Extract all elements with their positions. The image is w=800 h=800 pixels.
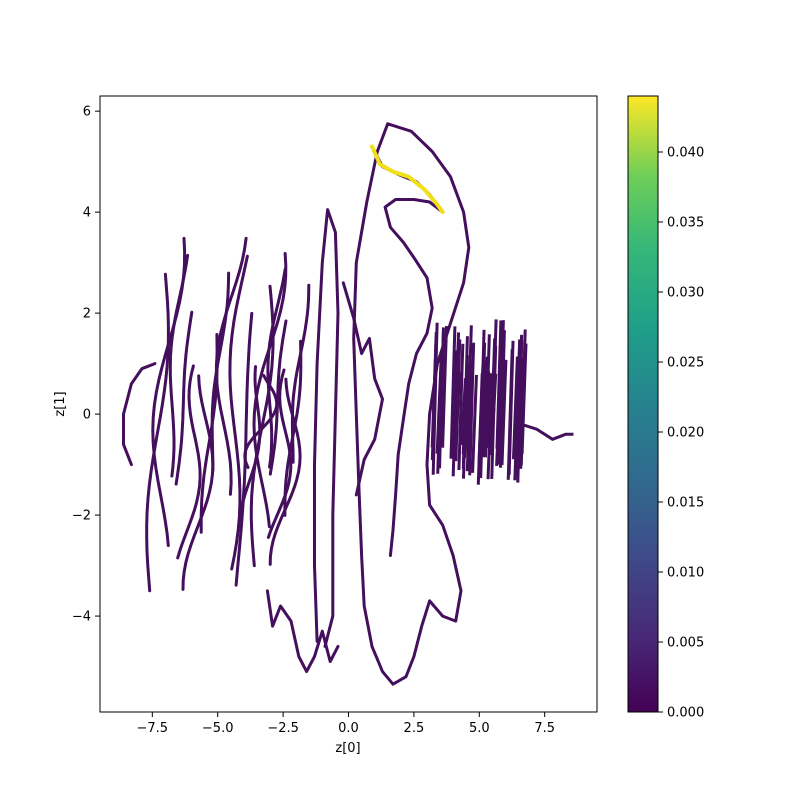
left-bands-band-11 — [234, 311, 254, 587]
cluster-strand — [486, 373, 494, 480]
y-axis-label: z[1] — [53, 391, 68, 416]
cluster-strand — [430, 332, 438, 460]
cluster-strand — [441, 326, 449, 448]
y-tick-label: 6 — [83, 105, 91, 120]
cluster-strand — [449, 326, 457, 459]
cluster-strand — [457, 343, 465, 471]
x-tick-label: −2.5 — [267, 721, 299, 736]
central-spike — [313, 208, 340, 648]
y-tick-label: 2 — [83, 307, 91, 322]
colorbar-axis: 0.000 0.005 0.010 0.015 0.020 0.025 0.030 0.035… — [658, 146, 704, 721]
cluster-strand — [498, 330, 506, 468]
central-loop — [352, 122, 471, 686]
cluster-strand — [479, 359, 487, 465]
upper-fringe — [341, 281, 384, 497]
x-tick-label: 2.5 — [404, 721, 425, 736]
left-bands-band-1 — [145, 272, 170, 593]
cluster-strand — [490, 373, 498, 450]
x-tick-label: −7.5 — [137, 721, 169, 736]
inner-curve — [370, 145, 445, 557]
y-tick-label: −4 — [72, 610, 91, 625]
cluster-strand — [511, 356, 519, 460]
left-bands-band-2 — [151, 236, 187, 547]
y-tick-label: −2 — [72, 509, 91, 524]
right-tail — [520, 422, 574, 441]
cluster-strand — [465, 325, 473, 449]
left-bands-band-4 — [174, 310, 194, 486]
left-bands-band-5 — [176, 364, 202, 560]
left-arc — [122, 362, 157, 467]
cluster-strand — [515, 376, 523, 478]
mid-bands-band-3 — [266, 267, 287, 469]
cluster-strand — [468, 342, 476, 476]
cluster-strand — [454, 371, 462, 456]
cluster-strand — [483, 334, 491, 458]
plot-area — [122, 122, 574, 686]
lower-lobes — [265, 589, 340, 674]
cluster-strand — [477, 364, 485, 463]
x-tick-label: 0.0 — [338, 721, 359, 736]
y-tick-label: 0 — [83, 408, 91, 423]
colorbar-tick-label: 0.040 — [667, 146, 704, 161]
x-tick-label: −5.0 — [202, 721, 234, 736]
left-bands-band-6 — [181, 374, 215, 591]
cluster-strand — [471, 374, 478, 473]
cluster-strand — [514, 339, 522, 463]
colorbar — [627, 95, 659, 713]
left-bands-band-9 — [214, 236, 248, 496]
left-bands-band-10 — [228, 254, 249, 571]
colorbar-tick-label: 0.015 — [667, 496, 704, 511]
colorbar-tick-label: 0.005 — [667, 636, 704, 651]
mid-bands-band-4 — [268, 319, 288, 476]
left-bands-band-13 — [243, 374, 279, 469]
colorbar-tick-label: 0.000 — [667, 706, 704, 721]
mid-bands-band-6 — [268, 377, 302, 566]
x-axis: −7.5 −5.0 −2.5 0.0 2.5 5.0 7.5 — [137, 712, 555, 736]
left-bands-band-3 — [168, 253, 190, 478]
x-tick-label: 5.0 — [469, 721, 490, 736]
colorbar-tick-label: 0.025 — [667, 356, 704, 371]
cluster-strand — [451, 352, 459, 477]
colorbar-tick-label: 0.030 — [667, 286, 704, 301]
right-cluster — [430, 319, 528, 485]
y-tick-label: 4 — [83, 206, 91, 221]
cluster-strand — [506, 349, 514, 480]
colorbar-tick-label: 0.035 — [667, 216, 704, 231]
y-axis: −4 −2 0 2 4 6 — [72, 105, 100, 625]
cluster-strand — [519, 329, 527, 466]
cluster-strand — [435, 360, 443, 454]
x-axis-label: z[0] — [335, 741, 360, 756]
x-tick-label: 7.5 — [534, 721, 555, 736]
mid-bands-band-2 — [252, 252, 288, 529]
colorbar-tick-label: 0.010 — [667, 566, 704, 581]
colorbar-tick-label: 0.020 — [667, 426, 704, 441]
cluster-strand — [495, 320, 503, 449]
cluster-strand — [500, 359, 508, 466]
yellow-highlight — [370, 144, 445, 215]
mid-bands-band-8 — [290, 283, 311, 464]
cluster-strand — [460, 378, 467, 446]
mid-bands-band-7 — [283, 339, 303, 517]
